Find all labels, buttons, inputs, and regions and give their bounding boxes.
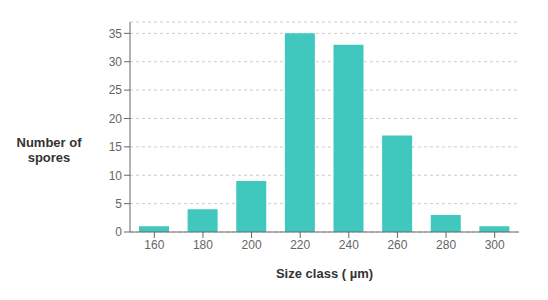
svg-text:180: 180: [193, 238, 213, 252]
html-text:Number of: Number of: [16, 135, 82, 150]
svg-text:220: 220: [290, 238, 310, 252]
svg-text:10: 10: [109, 169, 123, 183]
svg-text:30: 30: [109, 55, 123, 69]
html-text:spores: spores: [27, 150, 71, 165]
svg-text:300: 300: [485, 238, 505, 252]
svg-text:260: 260: [387, 238, 407, 252]
svg-text:5: 5: [115, 197, 122, 211]
svg-text:Size class ( µm): Size class ( µm): [276, 266, 373, 281]
svg-text:20: 20: [109, 112, 123, 126]
svg-text:25: 25: [109, 83, 123, 97]
svg-text:200: 200: [242, 238, 262, 252]
svg-text:15: 15: [109, 140, 123, 154]
svg-text:35: 35: [109, 27, 123, 41]
svg-text:280: 280: [436, 238, 456, 252]
svg-text:0: 0: [115, 225, 122, 239]
svg-text:240: 240: [339, 238, 359, 252]
svg-text:160: 160: [144, 238, 164, 252]
